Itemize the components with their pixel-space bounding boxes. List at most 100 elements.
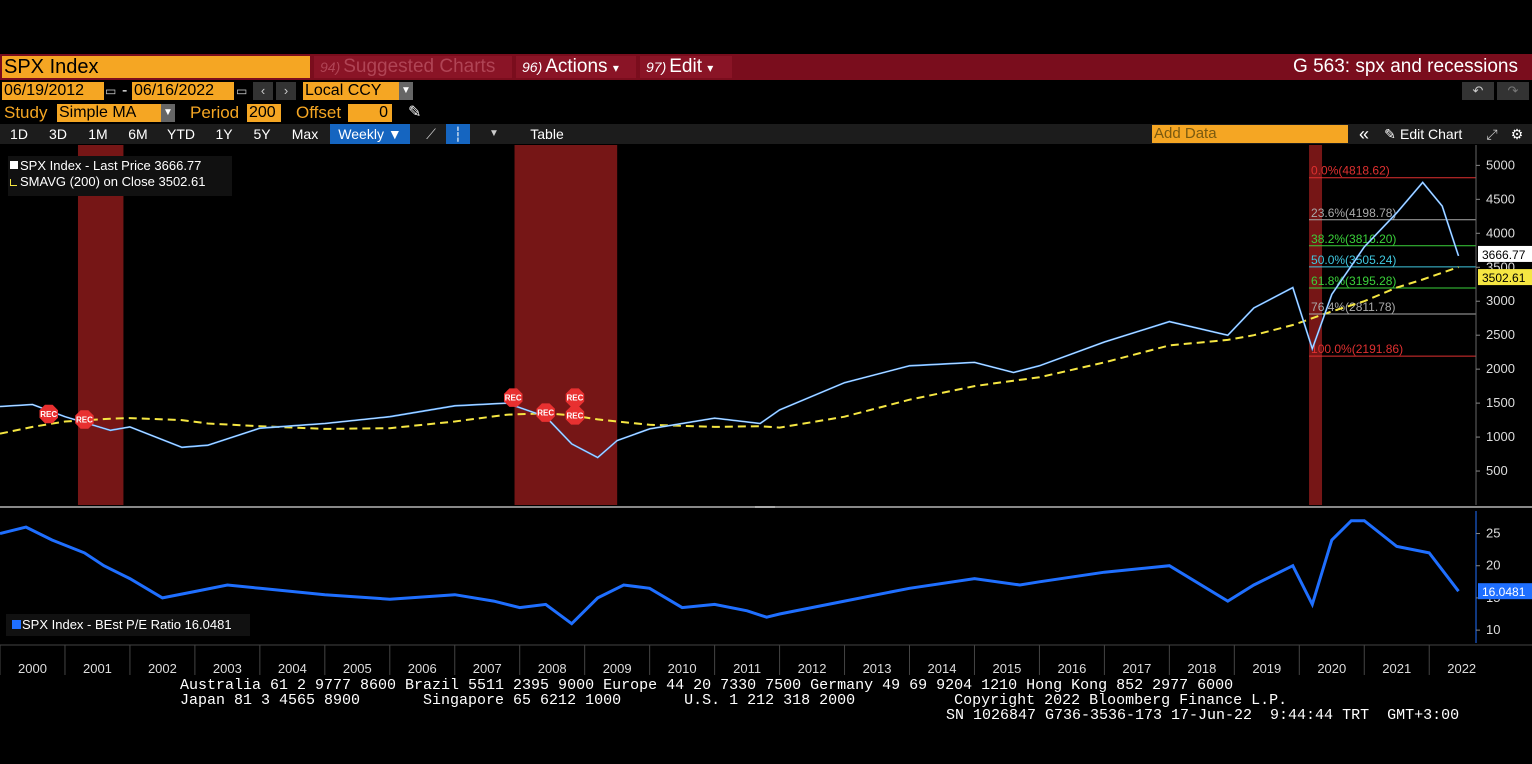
collapse-icon[interactable]: «	[1358, 124, 1369, 144]
period-button-5y[interactable]: 5Y	[253, 126, 271, 142]
offset-field[interactable]: 0	[348, 104, 392, 122]
period-field[interactable]: 200	[247, 104, 281, 122]
period-button-ytd[interactable]: YTD	[167, 126, 195, 142]
main-legend[interactable]: SPX Index - Last Price 3666.77 SMAVG (20…	[8, 156, 232, 196]
footer-serial: SN 1026847 G736-3536-173 17-Jun-22 9:44:…	[946, 707, 1460, 724]
actions-menu[interactable]: 96) Actions ▾	[516, 56, 636, 78]
y-tick-label: 3000	[1486, 293, 1515, 308]
rec-marker: REC	[504, 388, 523, 407]
footer-contacts-1: Australia 61 2 9777 8600 Brazil 5511 239…	[180, 677, 1234, 694]
legend-price-label: SPX Index - Last Price 3666.77	[20, 158, 202, 173]
x-tick-label: 2008	[538, 661, 567, 676]
chevron-down-icon[interactable]: ▼	[399, 82, 413, 100]
price-tags: 3666.77 3502.61 16.0481	[1478, 245, 1532, 600]
rec-marker-shape	[75, 410, 94, 429]
pencil-icon[interactable]: ✎	[1384, 126, 1396, 142]
x-tick-label: 2013	[863, 661, 892, 676]
x-tick-label: 2003	[213, 661, 242, 676]
calendar-icon[interactable]: ▭	[105, 84, 117, 98]
undo-icon[interactable]: ↶	[1462, 82, 1494, 100]
period-button-3d[interactable]: 3D	[49, 126, 67, 142]
table-button[interactable]: Table	[530, 126, 564, 142]
edit-label: Edit	[669, 56, 702, 77]
rec-marker: REC	[536, 403, 555, 422]
rec-marker: REC	[565, 406, 585, 425]
actions-num: 96)	[522, 59, 543, 75]
sma-line	[0, 266, 1459, 435]
period-button-1d[interactable]: 1D	[10, 126, 28, 142]
x-tick-label: 2022	[1447, 661, 1476, 676]
rec-marker-label: REC	[76, 415, 93, 424]
pencil-icon[interactable]: ✎	[408, 104, 422, 121]
lower-legend[interactable]: SPX Index - BEst P/E Ratio 16.0481	[6, 614, 250, 636]
candlestick-icon[interactable]: ┆	[446, 124, 470, 144]
chevron-down-icon: ▾	[612, 61, 619, 75]
rec-marker-label: REC	[537, 409, 554, 418]
period-button-1m[interactable]: 1M	[88, 126, 108, 142]
legend-swatch	[10, 161, 18, 169]
x-tick-label: 2012	[798, 661, 827, 676]
end-date-field[interactable]: 06/16/2022	[132, 82, 234, 100]
add-data-input[interactable]: Add Data	[1152, 125, 1348, 143]
chevron-down-icon[interactable]: ▼	[489, 128, 499, 139]
y-tick-label: 20	[1486, 558, 1500, 573]
rec-marker-shape	[565, 388, 585, 407]
study-select[interactable]: Simple MA	[57, 104, 161, 122]
y-tick-label: 500	[1486, 463, 1508, 478]
price-line	[0, 180, 1460, 459]
fib-label: 50.0%(3505.24)	[1311, 253, 1396, 267]
edit-num: 97)	[646, 59, 667, 75]
fibonacci-levels: 0.0%(4818.62) 23.6%(4198.78) 38.2%(3816.20…	[1309, 164, 1476, 357]
legend-item-sma: SMAVG (200) on Close 3502.61	[8, 174, 232, 190]
edit-chart-button[interactable]: Edit Chart	[1400, 126, 1463, 142]
price-line-highlight	[0, 181, 1459, 458]
x-tick-label: 2000	[18, 661, 47, 676]
x-tick-label: 2016	[1057, 661, 1086, 676]
recession-band	[1309, 145, 1323, 505]
period-button-6m[interactable]: 6M	[128, 126, 148, 142]
period-button-max[interactable]: Max	[291, 126, 319, 142]
currency-select[interactable]: Local CCY	[303, 82, 399, 100]
chart-settings-icon[interactable]: ⤢	[1486, 126, 1498, 142]
prev-arrow-icon[interactable]: ‹	[253, 82, 273, 100]
price-tag-bg	[1478, 269, 1532, 286]
rec-marker-shape	[504, 388, 523, 407]
frequency-select[interactable]: Weekly ▼	[330, 124, 410, 144]
chevron-down-icon[interactable]: ▼	[161, 104, 175, 122]
start-date-field[interactable]: 06/19/2012	[2, 82, 104, 100]
x-tick-label: 2014	[928, 661, 957, 676]
price-tag-bg	[1478, 583, 1532, 600]
edit-menu[interactable]: 97) Edit ▾	[640, 56, 732, 78]
legend-sma-label: SMAVG (200) on Close 3502.61	[20, 174, 206, 189]
study-label: Study	[4, 103, 48, 122]
legend-item-price: SPX Index - Last Price 3666.77	[8, 158, 232, 174]
chart-title: G 563: spx and recessions	[1293, 56, 1518, 77]
legend-pe-label: SPX Index - BEst P/E Ratio 16.0481	[22, 617, 232, 632]
calendar-icon[interactable]: ▭	[236, 84, 248, 98]
x-tick-label: 2015	[992, 661, 1021, 676]
series-lines	[0, 180, 1460, 626]
rec-marker-shape	[565, 406, 585, 425]
x-tick-label: 2020	[1317, 661, 1346, 676]
redo-icon[interactable]: ↷	[1497, 82, 1529, 100]
line-chart-icon[interactable]: ⟋	[426, 126, 436, 142]
rec-marker: REC	[75, 410, 94, 429]
price-tag: 16.0481	[1478, 583, 1532, 600]
y-tick-label: 2000	[1486, 361, 1515, 376]
x-axis: 2000 2001 2002 2003 2004 2005 2006 2007 2008 2009…	[0, 644, 1532, 676]
y-tick-label: 4500	[1486, 191, 1515, 206]
next-arrow-icon[interactable]: ›	[276, 82, 296, 100]
period-button-1y[interactable]: 1Y	[215, 126, 233, 142]
ticker-field[interactable]: SPX Index	[2, 56, 310, 78]
x-tick-label: 2004	[278, 661, 307, 676]
x-tick-label: 2009	[603, 661, 632, 676]
fib-label: 0.0%(4818.62)	[1311, 164, 1390, 178]
price-tag: 3502.61	[1478, 269, 1532, 286]
x-tick-label: 2010	[668, 661, 697, 676]
suggested-label: Suggested Charts	[343, 56, 496, 77]
gear-icon[interactable]: ⚙	[1510, 126, 1524, 142]
y-tick-label: 10	[1486, 622, 1500, 637]
fib-label: 38.2%(3816.20)	[1311, 232, 1396, 246]
x-tick-label: 2001	[83, 661, 112, 676]
suggested-charts-tab[interactable]: 94) Suggested Charts	[314, 56, 512, 78]
